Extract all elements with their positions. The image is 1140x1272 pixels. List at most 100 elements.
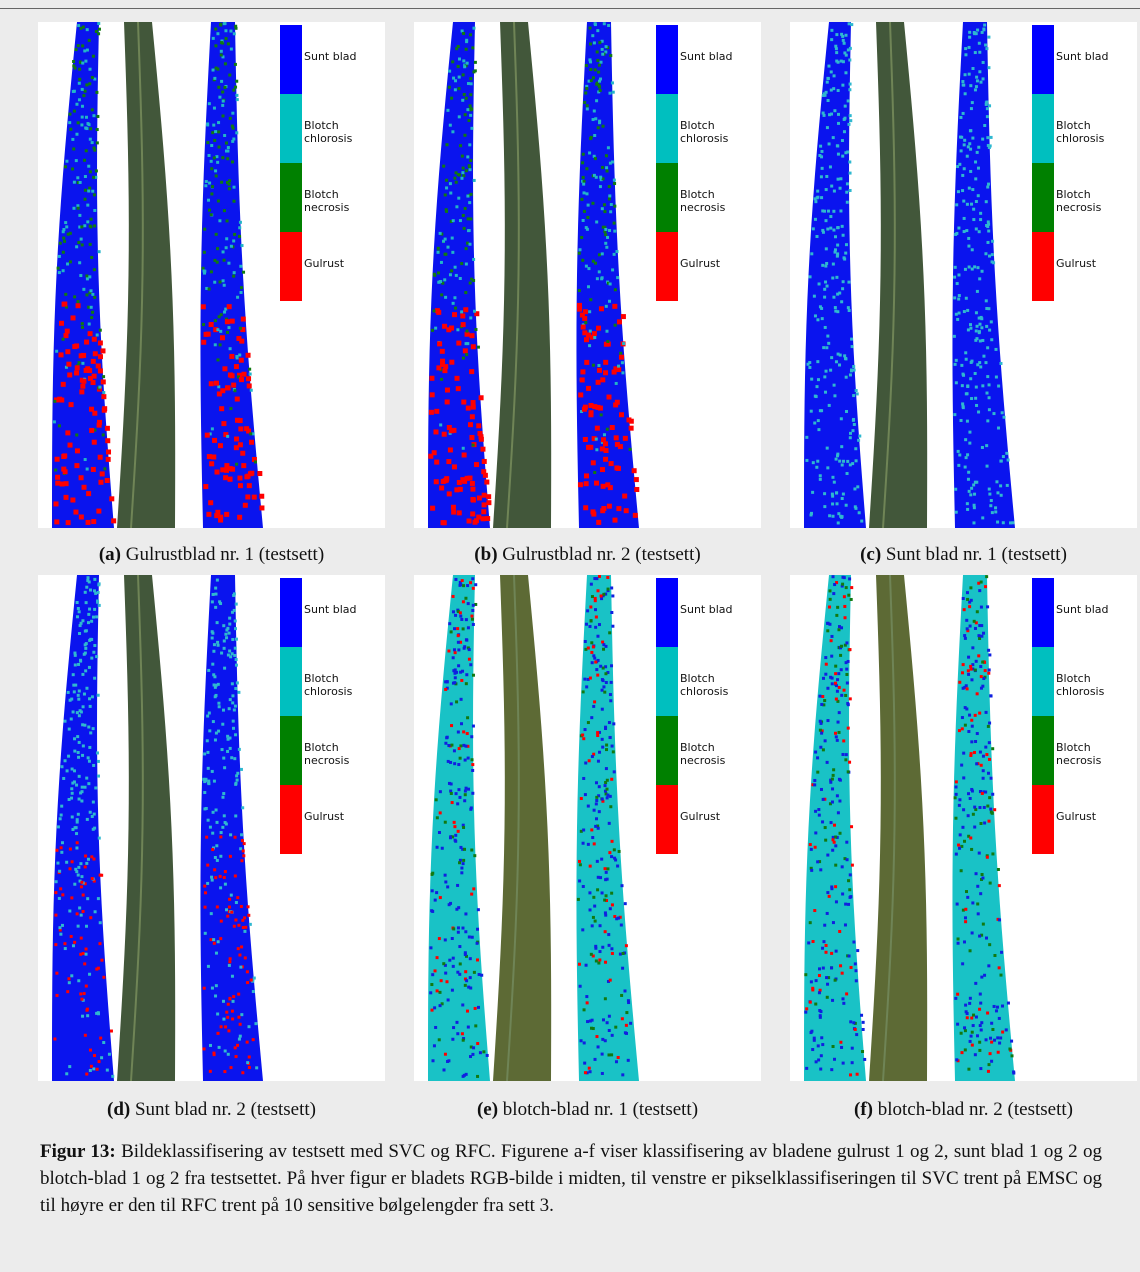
pixel — [71, 782, 74, 785]
pixel — [68, 1065, 71, 1068]
pixel — [836, 144, 839, 147]
pixel — [459, 584, 462, 587]
pixel — [972, 218, 975, 221]
pixel — [230, 1066, 233, 1069]
pixel — [454, 578, 457, 581]
pixel — [971, 137, 974, 140]
pixel — [231, 1010, 234, 1013]
pixel — [213, 139, 216, 142]
pixel — [626, 417, 631, 422]
pixel — [847, 306, 850, 309]
pixel — [218, 600, 221, 603]
pixel — [464, 113, 467, 116]
pixel — [211, 636, 214, 639]
pixel — [87, 782, 90, 785]
pixel — [457, 510, 462, 515]
pixel — [621, 1017, 624, 1020]
pixel — [987, 725, 990, 728]
pixel — [956, 165, 959, 168]
pixel — [209, 322, 214, 327]
legend-label: Blotch chlorosis — [304, 672, 364, 698]
pixel — [970, 487, 973, 490]
pixel — [987, 307, 990, 310]
pixel — [78, 261, 81, 264]
pixel — [609, 907, 612, 910]
pixel — [596, 326, 601, 331]
pixel — [818, 282, 821, 285]
pixel — [79, 862, 82, 865]
pixel — [63, 942, 66, 945]
pixel — [463, 307, 468, 312]
pixel — [459, 615, 462, 618]
pixel — [460, 313, 465, 318]
pixel — [820, 788, 823, 791]
pixel — [242, 271, 245, 274]
pixel — [849, 114, 852, 117]
pixel — [968, 431, 971, 434]
pixel — [222, 624, 225, 627]
pixel — [452, 312, 457, 317]
pixel — [955, 853, 958, 856]
pixel — [227, 1029, 230, 1032]
pixel — [458, 76, 461, 79]
pixel — [60, 846, 63, 849]
pixel — [988, 1063, 991, 1066]
pixel — [214, 856, 217, 859]
pixel — [71, 860, 74, 863]
pixel — [830, 635, 833, 638]
pixel — [240, 859, 243, 862]
pixel — [466, 732, 469, 735]
pixel — [839, 964, 842, 967]
pixel — [75, 433, 78, 436]
pixel — [963, 608, 966, 611]
pixel — [955, 780, 958, 783]
pixel — [467, 1026, 470, 1029]
pixel — [235, 94, 238, 97]
pixel — [987, 1070, 990, 1073]
pixel — [470, 849, 473, 852]
pixel — [956, 318, 959, 321]
pixel — [816, 385, 819, 388]
pixel — [98, 942, 101, 945]
pixel — [98, 604, 101, 607]
pixel — [974, 177, 977, 180]
pixel — [830, 1068, 833, 1071]
pixel — [589, 330, 592, 333]
class-leaf — [52, 22, 114, 528]
pixel — [447, 425, 452, 430]
pixel — [968, 31, 971, 34]
pixel — [843, 689, 846, 692]
pixel — [604, 961, 607, 964]
pixel — [974, 1053, 977, 1056]
pixel — [592, 705, 595, 708]
pixel — [600, 467, 605, 472]
pixel — [224, 1025, 227, 1028]
pixel — [466, 155, 469, 158]
pixel — [93, 193, 96, 196]
pixel — [230, 756, 233, 759]
pixel — [248, 1066, 251, 1069]
pixel — [216, 641, 219, 644]
pixel — [829, 598, 832, 601]
pixel — [988, 255, 991, 258]
pixel — [206, 739, 209, 742]
pixel — [241, 839, 244, 842]
pixel — [981, 446, 984, 449]
pixel — [451, 989, 454, 992]
pixel — [82, 744, 85, 747]
pixel — [613, 848, 616, 851]
pixel — [229, 833, 232, 836]
pixel — [596, 50, 599, 53]
pixel — [237, 476, 242, 481]
pixel — [217, 644, 220, 647]
pixel — [466, 584, 469, 587]
pixel — [828, 895, 831, 898]
pixel — [815, 979, 818, 982]
pixel — [463, 134, 466, 137]
pixel — [969, 84, 972, 87]
pixel — [469, 987, 472, 990]
pixel — [600, 413, 603, 416]
pixel — [461, 99, 464, 102]
pixel — [78, 741, 81, 744]
pixel — [454, 307, 457, 310]
